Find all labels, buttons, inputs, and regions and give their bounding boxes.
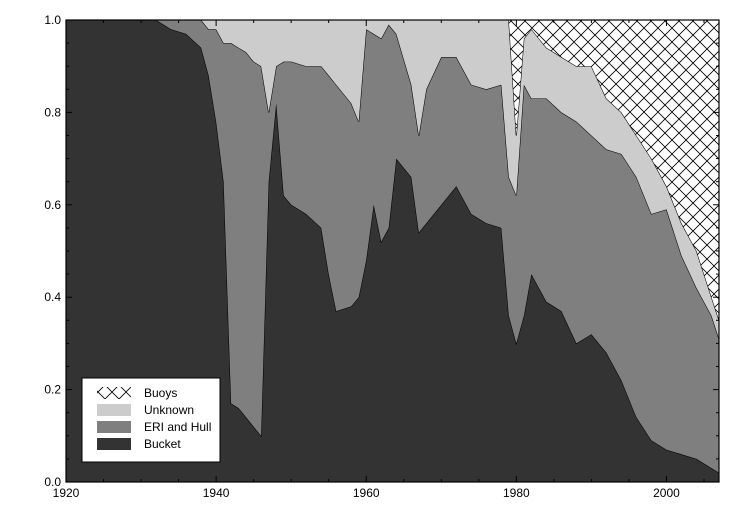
series-layer bbox=[66, 20, 719, 482]
legend-swatch-eri-hull bbox=[97, 421, 131, 433]
boundary-unknown bbox=[66, 20, 719, 321]
area-eri-and-hull bbox=[66, 20, 719, 473]
y-tick-label: 0.6 bbox=[44, 198, 61, 212]
legend-label-unknown: Unknown bbox=[144, 403, 194, 417]
legend-label-bucket: Bucket bbox=[144, 437, 181, 451]
legend-label-buoys: Buoys bbox=[144, 386, 177, 400]
x-tick-label: 1920 bbox=[53, 486, 80, 500]
plot-frame bbox=[65, 19, 720, 483]
legend-label-eri-hull: ERI and Hull bbox=[144, 420, 211, 434]
legend-swatch-unknown bbox=[97, 404, 131, 416]
axis-layer: 1920 1940 1960 1980 2000 0.0 0.2 0.4 0.6 0.8 1.0 bbox=[44, 13, 719, 500]
y-tick-label: 0.8 bbox=[44, 105, 61, 119]
y-tick-label: 0.2 bbox=[44, 383, 61, 397]
x-tick-label: 1960 bbox=[353, 486, 380, 500]
y-tick-label: 1.0 bbox=[44, 13, 61, 27]
y-tick-label: 0.0 bbox=[44, 475, 61, 489]
x-tick-label: 1940 bbox=[203, 486, 230, 500]
area-bucket bbox=[66, 20, 719, 482]
legend-swatch-bucket bbox=[97, 438, 131, 450]
legend-swatch-buoys bbox=[97, 387, 131, 399]
x-tick-label: 1980 bbox=[503, 486, 530, 500]
area-unknown bbox=[66, 20, 719, 339]
area-buoys bbox=[66, 20, 719, 321]
legend: Buoys Unknown ERI and Hull Bucket bbox=[81, 377, 221, 463]
x-tick-label: 2000 bbox=[653, 486, 680, 500]
y-tick-label: 0.4 bbox=[44, 290, 61, 304]
